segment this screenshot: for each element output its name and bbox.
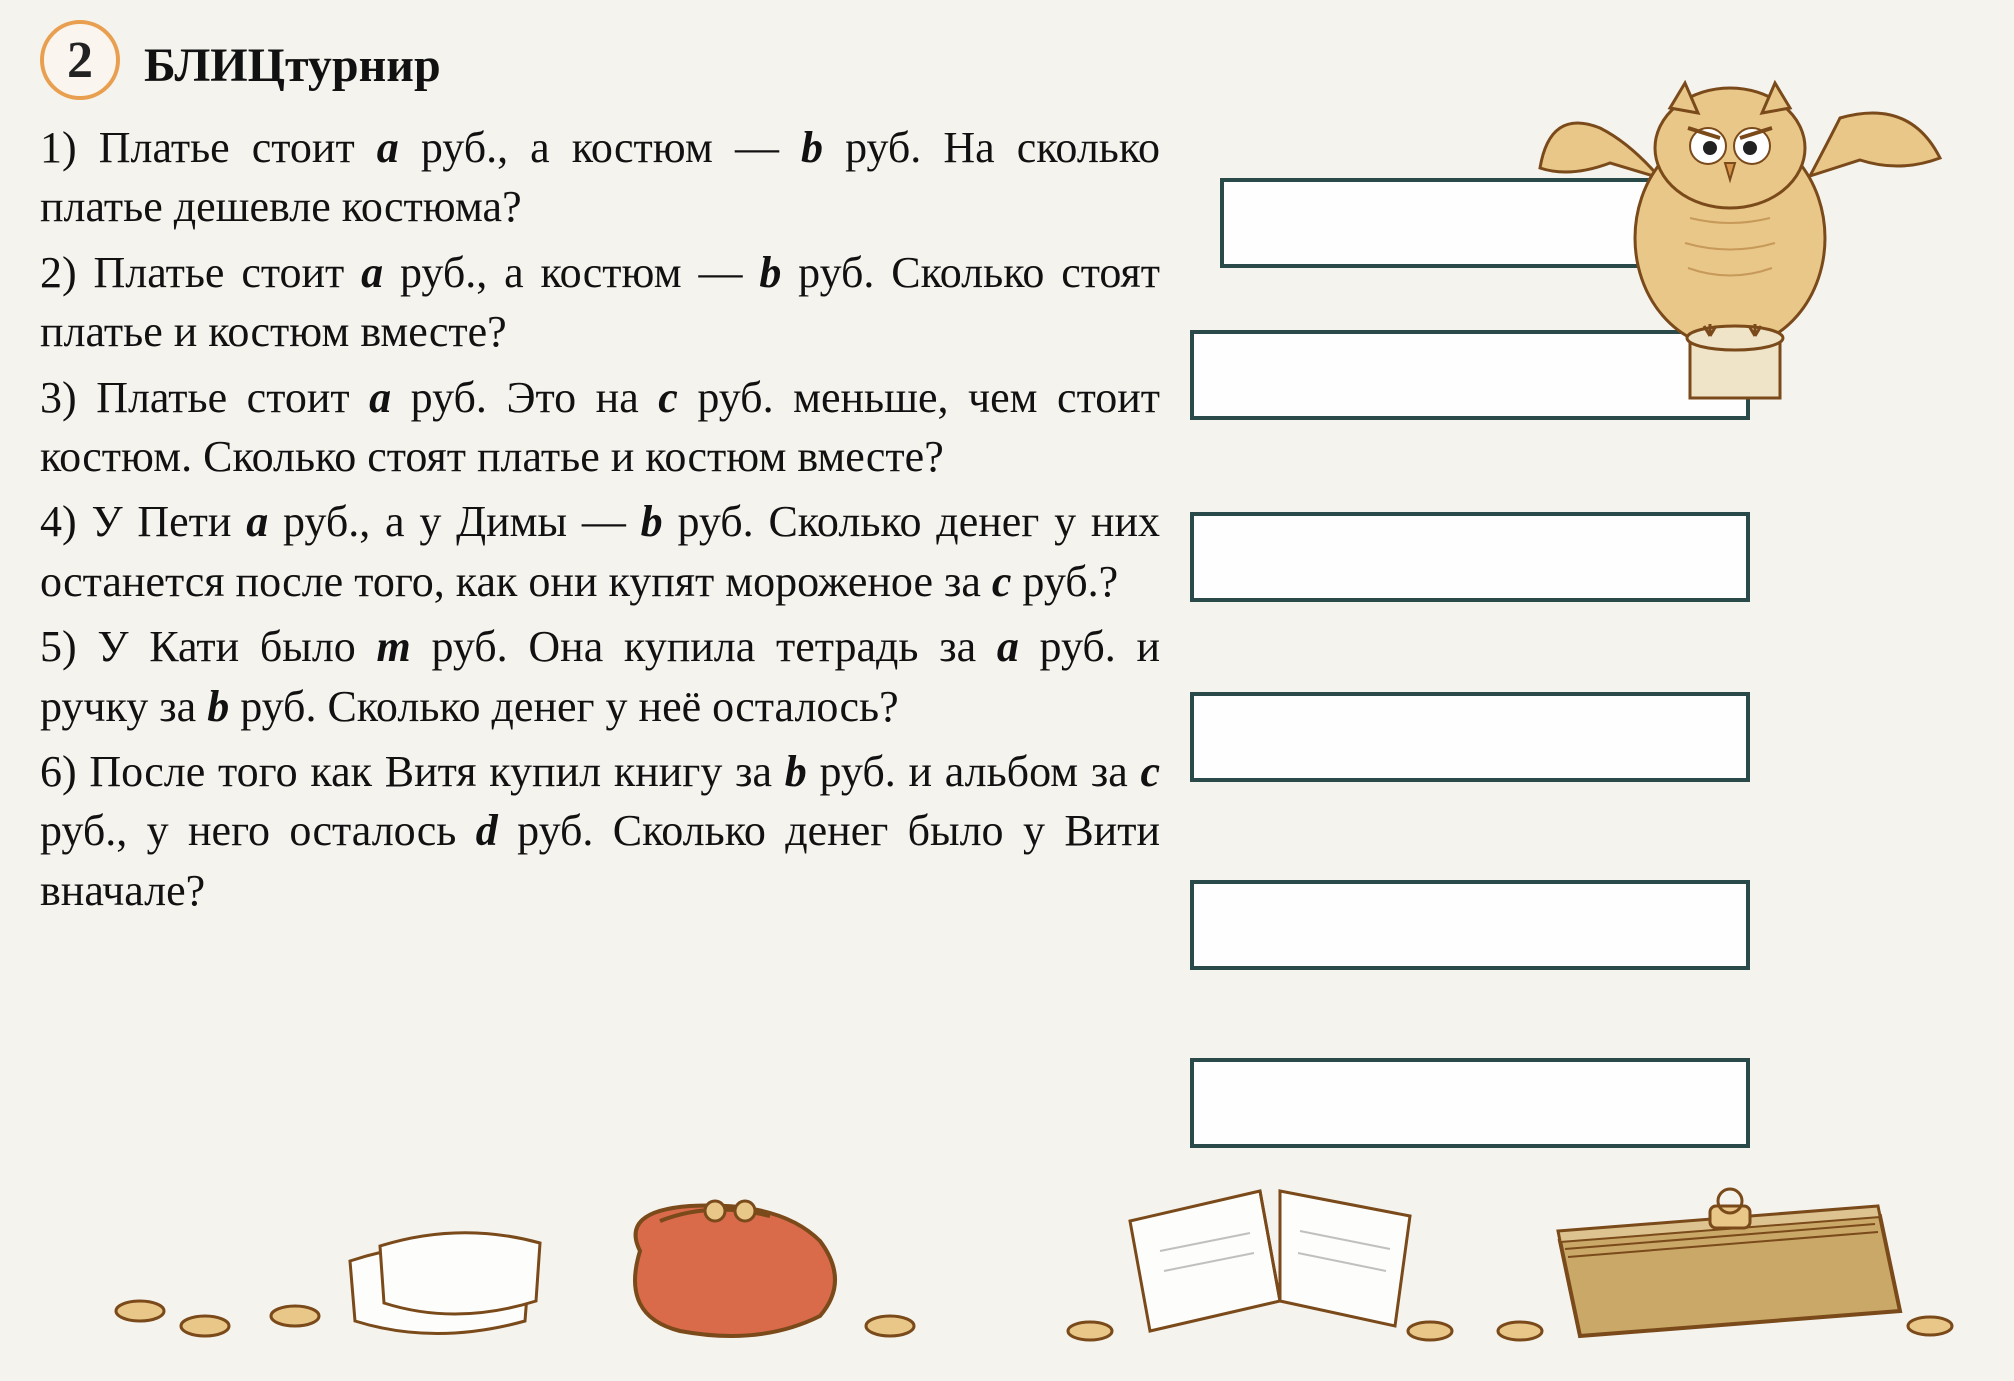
question-item: 5) У Кати было m руб. Она купила тетрадь… [40, 617, 1160, 736]
answer-box[interactable] [1190, 330, 1750, 420]
answer-box[interactable] [1190, 1058, 1750, 1148]
answer-box[interactable] [1220, 178, 1700, 268]
question-number: 2) [40, 248, 94, 297]
question-item: 3) Платье стоит a руб. Это на c руб. мен… [40, 368, 1160, 487]
question-number: 4) [40, 497, 91, 546]
question-text: Платье стоит a руб., а костюм — b руб. С… [40, 248, 1160, 356]
question-number: 5) [40, 622, 97, 671]
question-item: 1) Платье стоит a руб., а костюм — b руб… [40, 118, 1160, 237]
title-acronym: БЛИЦ [144, 39, 285, 92]
question-item: 2) Платье стоит a руб., а костюм — b руб… [40, 243, 1160, 362]
title-word: турнир [285, 39, 441, 92]
question-text: У Пети a руб., а у Димы — b руб. Сколько… [40, 497, 1160, 605]
answer-box[interactable] [1190, 692, 1750, 782]
question-text: Платье стоит a руб. Это на c руб. меньше… [40, 373, 1160, 481]
content-row: 1) Платье стоит a руб., а костюм — b руб… [40, 118, 1974, 1230]
question-item: 6) После того как Витя купил книгу за b … [40, 742, 1160, 920]
question-text: Платье стоит a руб., а костюм — b руб. Н… [40, 123, 1160, 231]
question-number: 1) [40, 123, 99, 172]
question-item: 4) У Пети a руб., а у Димы — b руб. Скол… [40, 492, 1160, 611]
answer-box[interactable] [1190, 512, 1750, 602]
exercise-title: БЛИЦтурнир [144, 20, 441, 93]
header-row: 2 БЛИЦтурнир [40, 20, 1974, 100]
question-text: После того как Витя купил книгу за b руб… [40, 747, 1160, 915]
exercise-number: 2 [67, 31, 93, 90]
question-number: 6) [40, 747, 89, 796]
answer-box[interactable] [1190, 880, 1750, 970]
question-text: У Кати было m руб. Она купила тетрадь за… [40, 622, 1160, 730]
answer-boxes-column [1190, 118, 1930, 1230]
exercise-number-badge: 2 [40, 20, 120, 100]
question-number: 3) [40, 373, 96, 422]
questions-column: 1) Платье стоит a руб., а костюм — b руб… [40, 118, 1160, 926]
